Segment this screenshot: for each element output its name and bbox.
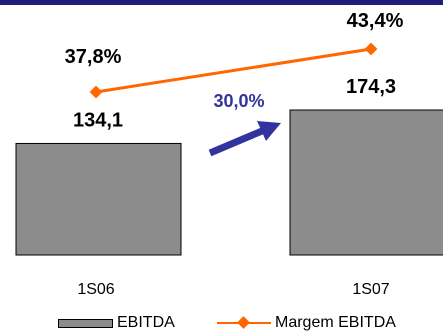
legend-item-margem: Margem EBITDA [217,314,396,332]
bar-1s07 [289,109,443,256]
growth-arrow-head [257,121,281,141]
x-tick-label: 1S06 [77,281,114,298]
margin-value-label: 43,4% [347,10,404,32]
legend-swatch-line [217,316,271,329]
growth-annotation: 30,0% [213,91,264,111]
margin-value-label: 37,8% [65,46,122,68]
top-rule [0,0,443,5]
growth-arrow-shaft [208,127,264,157]
legend-item-ebitda: EBITDA [58,314,175,332]
bar-value-label: 134,1 [73,109,123,131]
legend-swatch-bar [58,318,113,328]
x-tick-label: 1S07 [352,281,389,298]
bar-1s06 [15,142,182,256]
legend-label-margem: Margem EBITDA [275,314,396,331]
margin-marker [364,42,378,56]
margin-marker [89,85,103,99]
bar-value-label: 174,3 [346,76,396,98]
margin-line [95,47,372,94]
legend-label-ebitda: EBITDA [117,314,175,331]
legend: EBITDA Margem EBITDA [0,304,443,333]
